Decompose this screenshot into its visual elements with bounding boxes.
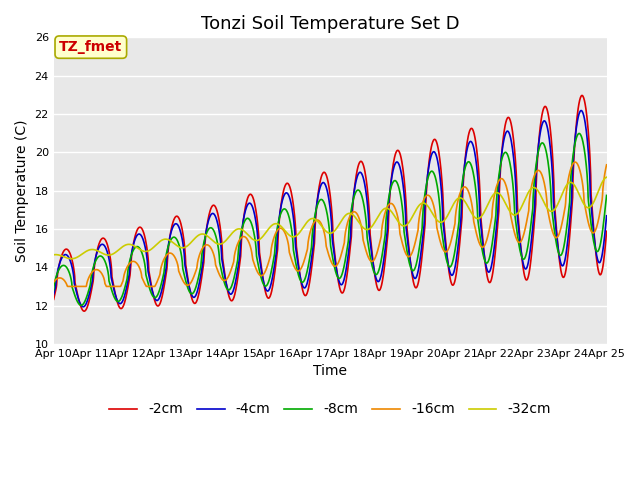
-16cm: [296, 267, 304, 273]
-2cm: [603, 228, 611, 234]
-4cm: [296, 273, 304, 279]
-32cm: [603, 174, 611, 180]
-8cm: [50, 288, 58, 293]
-4cm: [79, 304, 87, 310]
-32cm: [68, 256, 76, 262]
-2cm: [578, 93, 586, 98]
-2cm: [115, 304, 123, 310]
-8cm: [93, 256, 100, 262]
-4cm: [115, 300, 123, 306]
-32cm: [50, 252, 58, 258]
-32cm: [306, 216, 314, 222]
-8cm: [603, 192, 611, 198]
-2cm: [93, 249, 100, 255]
Line: -16cm: -16cm: [54, 162, 607, 287]
Line: -8cm: -8cm: [54, 133, 607, 305]
-4cm: [306, 266, 314, 272]
Line: -32cm: -32cm: [54, 177, 607, 259]
-8cm: [306, 253, 314, 259]
-2cm: [296, 273, 304, 279]
Title: Tonzi Soil Temperature Set D: Tonzi Soil Temperature Set D: [201, 15, 460, 33]
-2cm: [285, 181, 292, 187]
Line: -4cm: -4cm: [54, 110, 607, 307]
-4cm: [93, 250, 100, 256]
Line: -2cm: -2cm: [54, 96, 607, 311]
-8cm: [77, 302, 85, 308]
-4cm: [285, 192, 292, 198]
-16cm: [64, 284, 72, 289]
-32cm: [285, 232, 292, 238]
-16cm: [365, 255, 372, 261]
-32cm: [93, 248, 100, 253]
-2cm: [81, 308, 88, 314]
-32cm: [365, 227, 372, 232]
-8cm: [115, 298, 123, 304]
-16cm: [285, 243, 292, 249]
Legend: -2cm, -4cm, -8cm, -16cm, -32cm: -2cm, -4cm, -8cm, -16cm, -32cm: [104, 397, 557, 422]
-16cm: [603, 162, 611, 168]
-32cm: [296, 229, 304, 235]
-4cm: [365, 217, 372, 223]
-4cm: [603, 213, 611, 218]
-8cm: [296, 277, 304, 283]
-8cm: [365, 244, 372, 250]
Text: TZ_fmet: TZ_fmet: [59, 40, 122, 54]
-2cm: [50, 297, 58, 302]
-16cm: [93, 267, 100, 273]
-16cm: [572, 159, 579, 165]
-4cm: [577, 108, 585, 113]
-4cm: [50, 291, 58, 297]
-8cm: [285, 213, 292, 218]
-2cm: [365, 201, 372, 206]
-16cm: [115, 284, 123, 289]
X-axis label: Time: Time: [313, 364, 347, 378]
-32cm: [115, 246, 123, 252]
-16cm: [306, 230, 314, 236]
-2cm: [306, 277, 314, 283]
-16cm: [50, 279, 58, 285]
-8cm: [575, 131, 583, 136]
Y-axis label: Soil Temperature (C): Soil Temperature (C): [15, 120, 29, 262]
